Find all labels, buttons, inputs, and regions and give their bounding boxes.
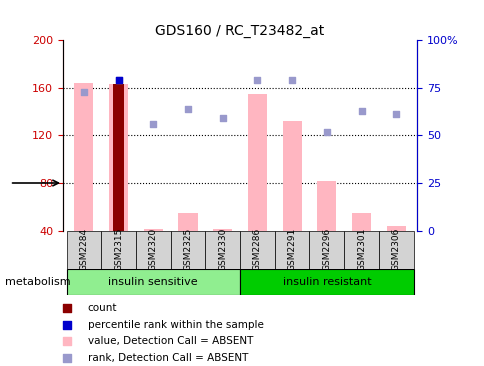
Text: GSM2320: GSM2320 <box>149 228 157 272</box>
Bar <box>351 213 370 231</box>
Point <box>149 121 157 127</box>
Text: insulin sensitive: insulin sensitive <box>108 277 197 287</box>
Text: value, Detection Call = ABSENT: value, Detection Call = ABSENT <box>88 336 253 346</box>
Text: GSM2325: GSM2325 <box>183 228 192 272</box>
Point <box>392 112 399 117</box>
FancyBboxPatch shape <box>101 231 136 269</box>
FancyBboxPatch shape <box>170 231 205 269</box>
Text: insulin resistant: insulin resistant <box>282 277 370 287</box>
Bar <box>109 84 128 231</box>
Text: GSM2315: GSM2315 <box>114 228 123 272</box>
Text: GSM2286: GSM2286 <box>253 228 261 272</box>
Bar <box>386 226 405 231</box>
FancyBboxPatch shape <box>240 269 413 295</box>
Point <box>357 108 364 113</box>
Text: rank, Detection Call = ABSENT: rank, Detection Call = ABSENT <box>88 353 248 363</box>
Text: count: count <box>88 303 117 313</box>
FancyBboxPatch shape <box>309 231 344 269</box>
Text: metabolism: metabolism <box>5 277 70 287</box>
Bar <box>113 84 123 231</box>
Point <box>80 89 88 94</box>
Text: percentile rank within the sample: percentile rank within the sample <box>88 320 263 330</box>
Point <box>287 77 295 83</box>
FancyBboxPatch shape <box>344 231 378 269</box>
Point <box>302 105 310 111</box>
Point <box>302 255 310 261</box>
FancyBboxPatch shape <box>66 269 240 295</box>
FancyBboxPatch shape <box>66 231 101 269</box>
Point <box>115 77 122 83</box>
FancyBboxPatch shape <box>205 231 240 269</box>
FancyBboxPatch shape <box>274 231 309 269</box>
FancyBboxPatch shape <box>378 231 413 269</box>
Text: GSM2306: GSM2306 <box>391 228 400 272</box>
Text: GSM2284: GSM2284 <box>79 228 88 271</box>
Bar <box>317 181 336 231</box>
Bar <box>178 213 197 231</box>
Point <box>253 77 261 83</box>
Text: GSM2330: GSM2330 <box>218 228 227 272</box>
Text: GSM2301: GSM2301 <box>356 228 365 272</box>
FancyBboxPatch shape <box>136 231 170 269</box>
Text: GSM2296: GSM2296 <box>322 228 331 272</box>
Point <box>115 77 122 83</box>
Bar <box>74 83 93 231</box>
Bar <box>143 229 163 231</box>
Title: GDS160 / RC_T23482_at: GDS160 / RC_T23482_at <box>155 24 324 38</box>
Point <box>218 115 226 121</box>
FancyBboxPatch shape <box>240 231 274 269</box>
Bar <box>213 229 232 231</box>
Bar <box>247 94 266 231</box>
Point <box>322 129 330 135</box>
Text: GSM2291: GSM2291 <box>287 228 296 272</box>
Point <box>184 106 192 112</box>
Bar <box>282 121 301 231</box>
